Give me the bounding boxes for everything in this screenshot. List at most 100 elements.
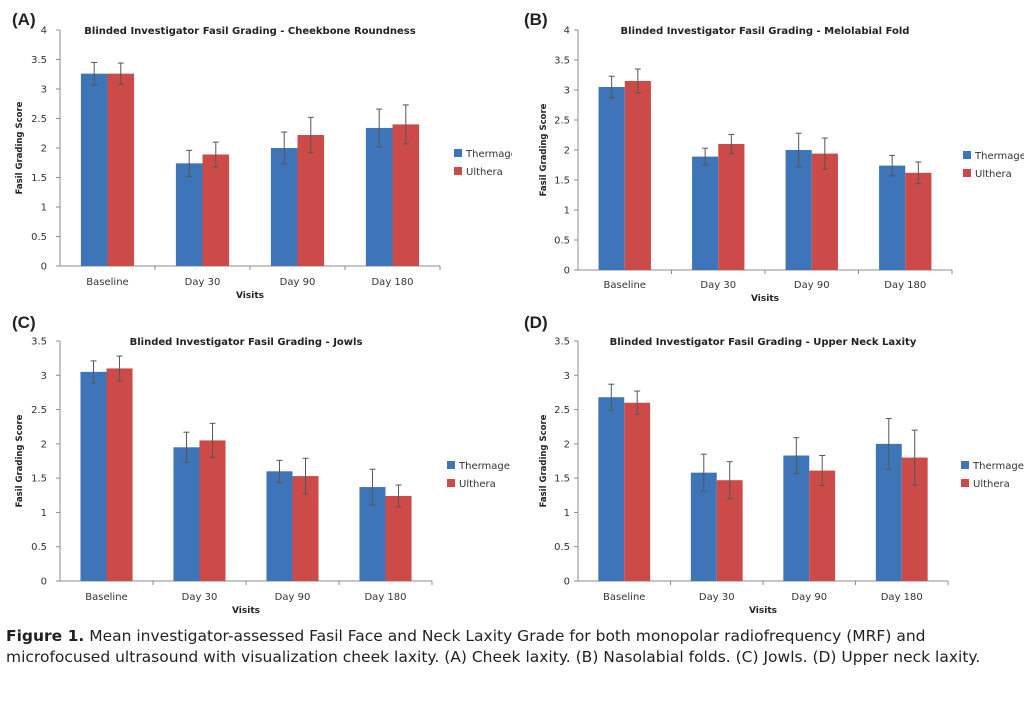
x-tick-label: Day 180 <box>364 592 406 603</box>
y-tick-label: 2 <box>564 146 570 157</box>
x-tick-label: Day 30 <box>185 277 221 288</box>
chart-panel-b: (B) Blinded Investigator Fasil Grading -… <box>512 0 1024 305</box>
ulthera-bar <box>905 172 932 270</box>
y-tick-label: 1.5 <box>31 173 47 184</box>
ulthera-bar <box>811 153 838 270</box>
legend-swatch <box>963 169 971 177</box>
chart-title: Blinded Investigator Fasil Grading - Upp… <box>610 337 917 348</box>
y-tick-label: 2 <box>41 144 47 155</box>
x-axis-label: Visits <box>751 294 779 304</box>
y-tick-label: 1 <box>41 203 47 214</box>
ulthera-bar <box>297 135 325 266</box>
y-tick-label: 1 <box>41 508 47 519</box>
x-tick-label: Baseline <box>603 592 645 603</box>
x-tick-label: Baseline <box>85 592 127 603</box>
y-tick-label: 2 <box>564 439 570 450</box>
chart-panel-a: (A) Blinded Investigator Fasil Grading -… <box>0 0 517 305</box>
bar-chart: Blinded Investigator Fasil Grading - Jow… <box>15 337 510 617</box>
chart-title: Blinded Investigator Fasil Grading - Jow… <box>130 337 363 348</box>
chart-panel-c: (C) Blinded Investigator Fasil Grading -… <box>0 305 512 617</box>
y-tick-label: 0 <box>564 266 570 277</box>
y-tick-label: 1 <box>564 508 570 519</box>
chart-panel-d: (D) Blinded Investigator Fasil Grading -… <box>512 305 1024 617</box>
y-tick-label: 1.5 <box>554 176 570 187</box>
x-axis-label: Visits <box>232 606 260 615</box>
y-tick-label: 3.5 <box>554 56 570 67</box>
thermage-bar <box>879 165 906 270</box>
legend-swatch <box>963 151 971 159</box>
x-tick-label: Day 30 <box>700 280 736 291</box>
thermage-bar <box>598 87 625 270</box>
legend-label: Ulthera <box>973 479 1010 490</box>
ulthera-bar <box>107 73 135 266</box>
y-tick-label: 1 <box>564 206 570 217</box>
x-tick-label: Day 180 <box>371 277 413 288</box>
thermage-bar <box>783 455 810 581</box>
y-tick-label: 3.5 <box>31 55 47 66</box>
ulthera-bar <box>809 470 836 581</box>
ulthera-bar <box>199 440 226 581</box>
y-tick-label: 2 <box>41 439 47 450</box>
thermage-bar <box>175 163 203 266</box>
x-tick-label: Baseline <box>86 277 128 288</box>
y-tick-label: 0 <box>564 577 570 588</box>
bar-chart: Blinded Investigator Fasil Grading - Mel… <box>539 26 1024 305</box>
x-tick-label: Day 30 <box>182 592 218 603</box>
y-tick-label: 0.5 <box>31 542 47 553</box>
y-axis-label: Fasil Grading Score <box>15 414 25 507</box>
y-tick-label: 0 <box>41 577 47 588</box>
y-tick-label: 2.5 <box>554 405 570 416</box>
x-tick-label: Day 90 <box>275 592 311 603</box>
thermage-bar <box>598 397 625 581</box>
y-tick-label: 4 <box>41 26 47 37</box>
bar-chart: Blinded Investigator Fasil Grading - Upp… <box>539 337 1024 617</box>
y-tick-label: 3.5 <box>31 337 47 348</box>
y-axis-label: Fasil Grading Score <box>15 101 25 194</box>
thermage-bar <box>270 148 298 266</box>
x-axis-label: Visits <box>236 291 264 301</box>
ulthera-bar <box>202 154 230 266</box>
legend-label: Thermage <box>974 151 1024 162</box>
thermage-bar <box>80 73 108 266</box>
legend-label: Thermage <box>972 461 1024 472</box>
thermage-bar <box>785 150 812 270</box>
y-tick-label: 1.5 <box>31 474 47 485</box>
y-tick-label: 3.5 <box>554 337 570 348</box>
y-tick-label: 0 <box>41 262 47 273</box>
caption-text: Mean investigator-assessed Fasil Face an… <box>6 627 981 666</box>
legend-label: Ulthera <box>459 479 496 490</box>
legend-swatch <box>454 167 462 175</box>
x-tick-label: Day 180 <box>884 280 926 291</box>
y-tick-label: 0.5 <box>31 232 47 243</box>
legend-label: Thermage <box>465 149 512 160</box>
y-tick-label: 3 <box>564 371 570 382</box>
legend-label: Ulthera <box>975 169 1012 180</box>
x-tick-label: Day 90 <box>791 592 827 603</box>
thermage-bar <box>692 156 719 270</box>
panel-label: (B) <box>524 10 548 29</box>
panel-label: (A) <box>12 10 36 29</box>
chart-title: Blinded Investigator Fasil Grading - Mel… <box>621 26 910 37</box>
caption-label: Figure 1. <box>6 627 85 645</box>
y-tick-label: 4 <box>564 26 570 37</box>
y-axis-label: Fasil Grading Score <box>539 414 549 507</box>
x-tick-label: Day 30 <box>699 592 735 603</box>
x-axis-label: Visits <box>749 606 777 615</box>
y-tick-label: 2.5 <box>31 405 47 416</box>
ulthera-bar <box>718 144 745 270</box>
thermage-bar <box>266 471 293 581</box>
y-tick-label: 1.5 <box>554 474 570 485</box>
x-tick-label: Day 180 <box>881 592 923 603</box>
y-tick-label: 3 <box>41 371 47 382</box>
y-tick-label: 2.5 <box>554 116 570 127</box>
legend-swatch <box>961 461 969 469</box>
thermage-bar <box>80 371 107 581</box>
legend-swatch <box>454 149 462 157</box>
y-tick-label: 0.5 <box>554 236 570 247</box>
x-tick-label: Day 90 <box>280 277 316 288</box>
legend-swatch <box>447 479 455 487</box>
ulthera-bar <box>392 124 420 267</box>
ulthera-bar <box>106 368 133 581</box>
panel-label: (C) <box>12 313 36 332</box>
ulthera-bar <box>385 495 412 581</box>
